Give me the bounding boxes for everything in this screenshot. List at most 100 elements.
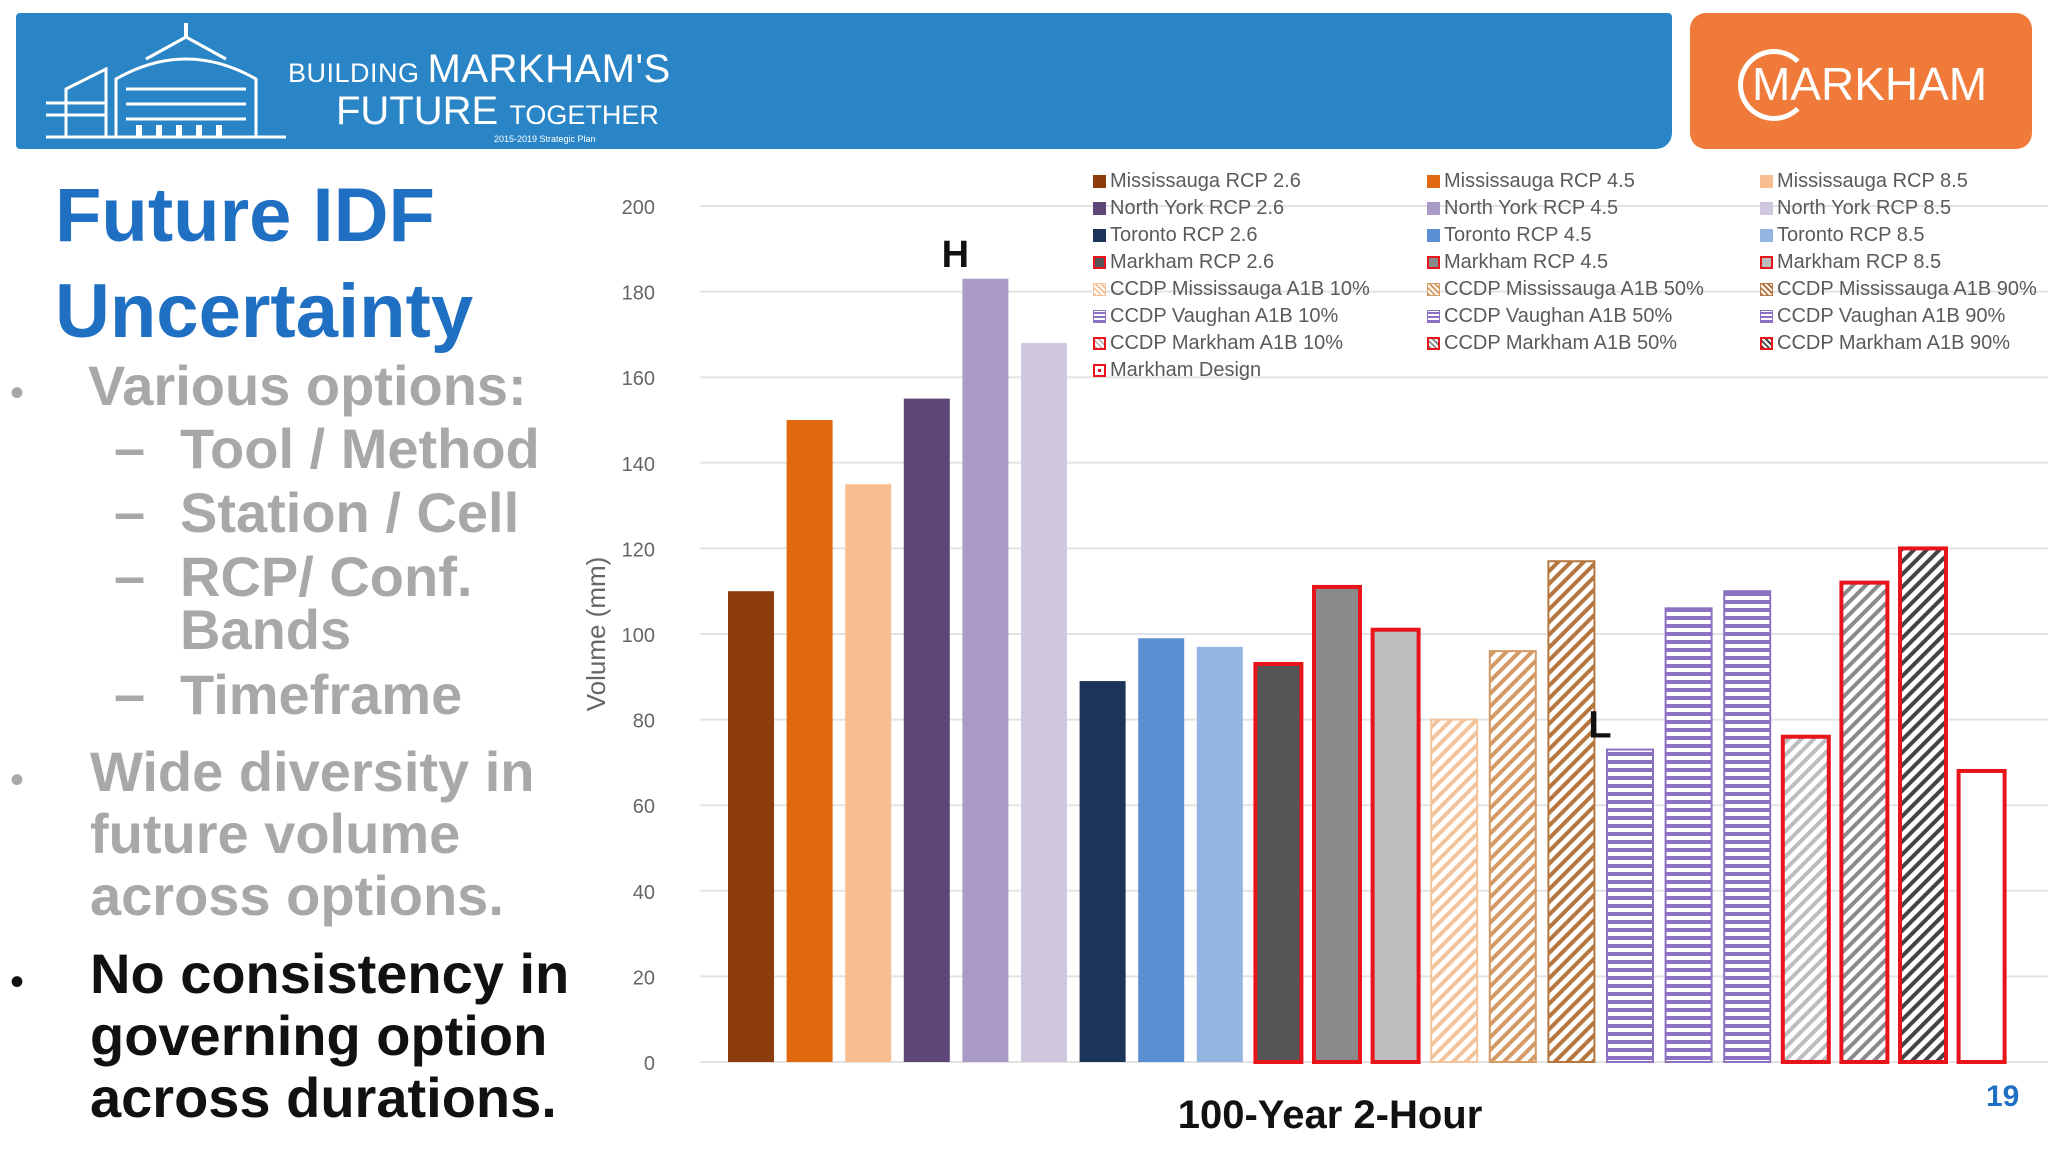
legend-label: Toronto RCP 4.5 — [1444, 224, 1592, 246]
legend-item: North York RCP 4.5 — [1427, 197, 1618, 220]
sub-timeframe: Timeframe — [180, 663, 463, 726]
legend-label: Markham Design — [1110, 359, 1262, 381]
legend-item: Markham RCP 4.5 — [1427, 251, 1608, 274]
bar-markham-rcp-4-5 — [1312, 584, 1362, 1064]
legend-label: Mississauga RCP 4.5 — [1444, 170, 1635, 192]
sub-rcp-conf: RCP/ Conf. — [180, 545, 473, 608]
bar-markham-design — [1956, 768, 2007, 1065]
legend-item: North York RCP 2.6 — [1093, 197, 1284, 220]
legend-item: CCDP Markham A1B 90% — [1760, 332, 2010, 355]
legend-swatch — [1760, 256, 1773, 269]
legend-item: CCDP Markham A1B 10% — [1093, 332, 1343, 355]
legend-item: Mississauga RCP 2.6 — [1093, 170, 1301, 193]
legend-item: CCDP Vaughan A1B 10% — [1093, 305, 1338, 328]
logo-building: BUILDING — [288, 58, 420, 88]
legend-label: North York RCP 4.5 — [1444, 197, 1619, 219]
legend-label: CCDP Vaughan A1B 50% — [1444, 305, 1673, 327]
logo-markhams: MARKHAM'S — [427, 47, 671, 91]
bar-ccdp-mississauga-a1b-90- — [1547, 560, 1596, 1063]
bar-ccdp-markham-a1b-90- — [1898, 546, 1948, 1064]
legend-swatch — [1760, 229, 1773, 242]
bar-ccdp-mississauga-a1b-10- — [1430, 718, 1479, 1063]
sub-bands: Bands — [180, 598, 352, 661]
bar-north-york-rcp-8-5 — [1021, 342, 1067, 1062]
legend-item: North York RCP 8.5 — [1760, 197, 1951, 220]
slide-title: Future IDF Uncertainty — [55, 168, 473, 360]
y-tick-label: 80 — [633, 711, 655, 733]
legend-swatch — [1427, 337, 1440, 350]
legend-label: Markham RCP 4.5 — [1444, 251, 1609, 273]
legend-item: Toronto RCP 4.5 — [1427, 224, 1592, 247]
y-tick-label: 200 — [622, 197, 655, 219]
bar-toronto-rcp-2-6 — [1079, 681, 1126, 1062]
legend-item: Mississauga RCP 4.5 — [1427, 170, 1635, 193]
legend-item: Toronto RCP 2.6 — [1093, 224, 1258, 247]
sub-tool-method: Tool / Method — [180, 417, 540, 480]
legend-item: CCDP Mississauga A1B 90% — [1760, 278, 2037, 301]
legend-swatch — [1093, 202, 1106, 215]
legend-swatch — [1760, 175, 1773, 188]
page-number: 19 — [1986, 1080, 2020, 1113]
bar-ccdp-markham-a1b-10- — [1780, 734, 1831, 1064]
bullet-wide-diversity-1: Wide diversity in — [90, 740, 535, 803]
bar-ccdp-vaughan-a1b-50- — [1664, 607, 1713, 1063]
annotation-l: L — [1588, 705, 1611, 747]
idf-volume-bar-chart: 0 20 40 60 80 100 120 140 160 180 200 Volume (mm) 10… — [581, 197, 2048, 1137]
legend-swatch — [1427, 175, 1440, 188]
bar-mississauga-rcp-8-5 — [845, 484, 892, 1062]
bar-north-york-rcp-4-5 — [962, 278, 1009, 1062]
legend-item: CCDP Vaughan A1B 50% — [1427, 305, 1672, 328]
legend-swatch — [1427, 256, 1440, 269]
legend-swatch — [1093, 310, 1106, 323]
legend-swatch — [1760, 202, 1773, 215]
logo-together: TOGETHER — [509, 100, 659, 130]
bullet-no-consistency-2: governing option — [90, 1004, 548, 1067]
bullet-dot: • — [10, 960, 25, 1004]
legend-label: CCDP Markham A1B 10% — [1110, 332, 1344, 354]
y-tick-label: 160 — [622, 368, 655, 390]
y-tick-label: 40 — [633, 882, 655, 904]
legend-label: CCDP Vaughan A1B 90% — [1777, 305, 2006, 327]
legend-swatch — [1760, 337, 1773, 350]
y-tick-label: 20 — [633, 967, 655, 989]
legend-label: North York RCP 2.6 — [1110, 197, 1285, 219]
legend-label: North York RCP 8.5 — [1777, 197, 1952, 219]
legend-swatch — [1427, 202, 1440, 215]
legend-label: Mississauga RCP 2.6 — [1110, 170, 1301, 192]
legend-item: Markham RCP 8.5 — [1760, 251, 1941, 274]
legend-label: Markham RCP 2.6 — [1110, 251, 1275, 273]
logo-plan-years: 2015-2019 Strategic Plan — [494, 134, 596, 144]
legend-item: CCDP Markham A1B 50% — [1427, 332, 1677, 355]
y-tick-label: 60 — [633, 796, 655, 818]
legend-item: Markham RCP 2.6 — [1093, 251, 1274, 274]
bullet-no-consistency-3: across durations. — [90, 1066, 557, 1129]
legend-label: Markham RCP 8.5 — [1777, 251, 1942, 273]
civic-centre-logo-icon — [46, 23, 286, 139]
legend-item: CCDP Mississauga A1B 10% — [1093, 278, 1370, 301]
legend-swatch — [1093, 175, 1106, 188]
legend-swatch — [1093, 256, 1106, 269]
legend-swatch — [1093, 229, 1106, 242]
y-tick-label: 180 — [622, 283, 655, 305]
y-tick-label: 100 — [622, 625, 655, 647]
bar-toronto-rcp-8-5 — [1196, 646, 1243, 1062]
legend-swatch — [1427, 229, 1440, 242]
x-axis-label: 100-Year 2-Hour — [1178, 1093, 1483, 1137]
legend-label: CCDP Mississauga A1B 10% — [1110, 278, 1370, 300]
bullet-no-consistency-1: No consistency in — [90, 942, 570, 1005]
y-tick-label: 120 — [622, 539, 655, 561]
sub-dash: – — [114, 662, 146, 725]
sub-station-cell: Station / Cell — [180, 481, 520, 544]
legend-swatch — [1427, 310, 1440, 323]
y-axis-label: Volume (mm) — [581, 557, 611, 712]
slide-title-line1: Future IDF — [55, 173, 435, 258]
legend-swatch — [1093, 364, 1106, 377]
sub-dash: – — [114, 544, 146, 607]
logo-future: FUTURE — [336, 89, 499, 133]
slide-title-line2: Uncertainty — [55, 269, 474, 354]
legend-label: CCDP Mississauga A1B 50% — [1444, 278, 1704, 300]
bullet-wide-diversity-2: future volume — [90, 802, 461, 865]
legend-label: CCDP Markham A1B 90% — [1777, 332, 2011, 354]
legend-swatch — [1760, 310, 1773, 323]
legend-label: CCDP Markham A1B 50% — [1444, 332, 1678, 354]
